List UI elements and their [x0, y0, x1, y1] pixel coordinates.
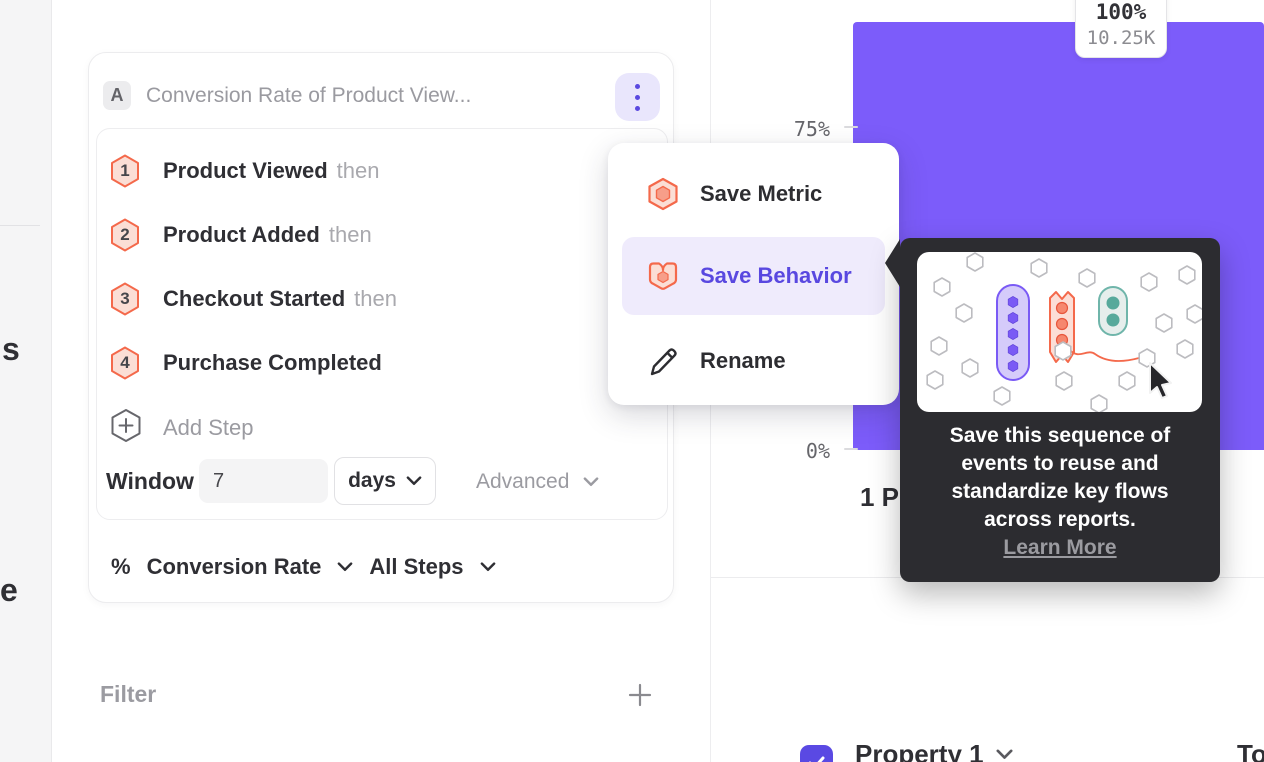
steps-scope-dropdown[interactable]: All Steps: [369, 554, 464, 579]
series-a-badge: A: [103, 81, 131, 110]
chevron-down-icon[interactable]: [480, 562, 496, 572]
legend-property-dropdown[interactable]: Property 1: [855, 739, 1013, 762]
sidebar-partial-text-bottom: e: [0, 572, 18, 608]
add-step-label: Add Step: [163, 415, 254, 440]
advanced-dropdown[interactable]: Advanced: [476, 470, 599, 494]
step-1-hexagon-badge: 1: [110, 154, 140, 188]
funnel-step-row-1[interactable]: 1 Product Viewed then: [110, 154, 379, 188]
learn-more-link[interactable]: Learn More: [1003, 536, 1117, 559]
left-sidebar: [0, 0, 52, 762]
step-connector-word: then: [354, 286, 397, 311]
sidebar-divider: [0, 225, 40, 226]
chevron-down-icon: [584, 477, 599, 486]
behavior-illustration: [917, 252, 1204, 414]
tooltip-arrow: [885, 239, 900, 287]
funnel-step-row-2[interactable]: 2 Product Added then: [110, 218, 372, 252]
tooltip-text: Save this sequence of events to reuse an…: [949, 424, 1171, 559]
behavior-badge-icon: [648, 262, 678, 290]
query-options-menu: Save Metric Save Behavior Rename: [608, 143, 899, 405]
chevron-down-icon: [996, 749, 1013, 759]
window-unit-dropdown[interactable]: days: [334, 457, 436, 505]
add-step-hexagon-plus-icon: [110, 408, 142, 448]
funnel-step-row-4[interactable]: 4 Purchase Completed: [110, 346, 391, 380]
step-4-hexagon-badge: 4: [110, 346, 140, 380]
funnel-step-row-3[interactable]: 3 Checkout Started then: [110, 282, 397, 316]
step-event-name: Product Added: [163, 222, 320, 247]
hexagon-metric-icon: [648, 177, 678, 211]
save-behavior-tooltip: Save this sequence of events to reuse an…: [900, 238, 1220, 582]
measurement-row: % Conversion Rate All Steps: [111, 551, 496, 583]
menu-item-rename[interactable]: Rename: [622, 331, 885, 391]
pencil-icon: [650, 348, 677, 376]
step-connector-word: then: [328, 222, 372, 247]
legend-checkbox[interactable]: [800, 745, 833, 762]
kebab-menu-icon: [635, 83, 640, 89]
legend-total-column-header: Tot: [1237, 739, 1264, 762]
x-axis-step-label: 1 P: [860, 482, 900, 512]
query-title[interactable]: Conversion Rate of Product View...: [146, 84, 472, 107]
check-icon: [808, 756, 825, 762]
legend-property-label: Property 1: [855, 739, 984, 762]
window-label: Window: [106, 468, 194, 494]
step-event-name: Product Viewed: [163, 158, 328, 183]
step-event-name: Purchase Completed: [163, 350, 382, 375]
sidebar-partial-text-top: s: [2, 331, 20, 367]
y-axis-tickmark-75: [844, 126, 858, 128]
chevron-down-icon: [406, 476, 422, 485]
y-axis-tick-0: 0%: [805, 439, 830, 463]
plus-icon: [628, 683, 652, 707]
query-options-button[interactable]: [615, 73, 660, 121]
step-2-hexagon-badge: 2: [110, 218, 140, 252]
bar-value-callout: 100% 10.25K: [1075, 0, 1167, 58]
add-step-button[interactable]: Add Step: [110, 408, 254, 448]
bar-count-value: 10.25K: [1086, 27, 1156, 49]
y-axis-tickmark-0: [844, 448, 858, 450]
add-filter-button[interactable]: [627, 682, 653, 708]
step-event-name: Checkout Started: [163, 286, 346, 311]
percent-icon: %: [111, 554, 131, 579]
filter-section-label: Filter: [100, 681, 157, 707]
chevron-down-icon[interactable]: [337, 562, 353, 572]
y-axis-tick-75: 75%: [793, 117, 830, 141]
menu-item-save-behavior[interactable]: Save Behavior: [622, 237, 885, 315]
bar-percent-value: 100%: [1095, 0, 1147, 24]
window-value-input[interactable]: 7: [199, 459, 328, 503]
query-builder-card: [88, 52, 674, 603]
menu-item-save-metric[interactable]: Save Metric: [622, 164, 885, 224]
metric-type-dropdown[interactable]: Conversion Rate: [146, 554, 322, 579]
funnel-steps-panel: 1 Product Viewed then 2 Product Added th…: [96, 128, 668, 520]
cursor-icon: [1149, 362, 1172, 399]
step-connector-word: then: [336, 158, 380, 183]
step-3-hexagon-badge: 3: [110, 282, 140, 316]
